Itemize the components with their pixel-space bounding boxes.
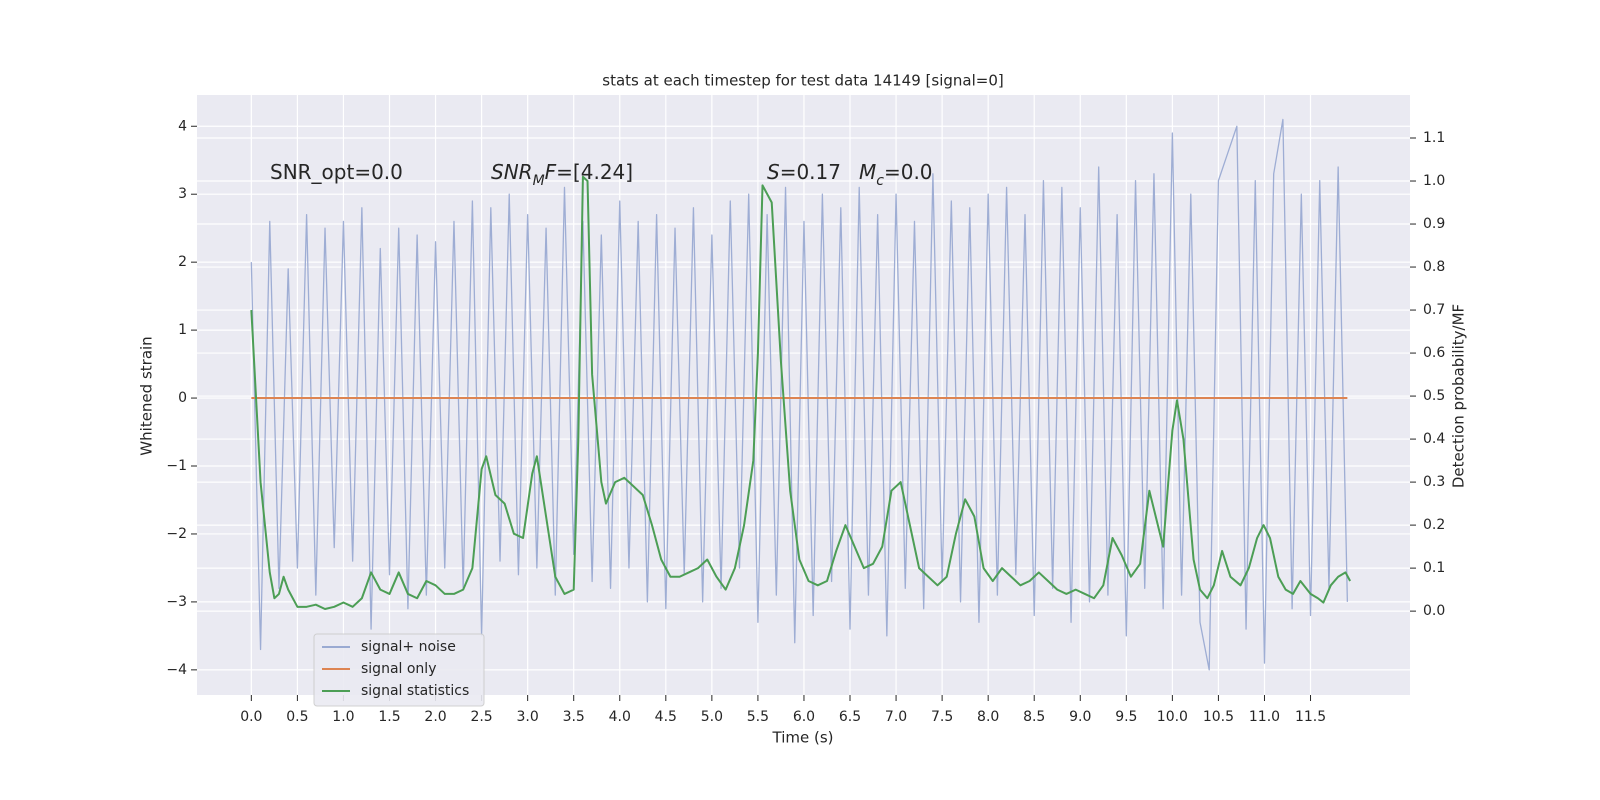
x-tick-label: 8.5: [1023, 709, 1045, 725]
y-tick-label: 1: [178, 322, 187, 338]
x-axis-label: Time (s): [772, 729, 834, 747]
y2-tick-label: 0.8: [1423, 259, 1445, 275]
annotation-part: M: [859, 160, 876, 184]
x-tick-label: 11.0: [1249, 709, 1280, 725]
legend-label: signal statistics: [361, 683, 469, 699]
annotation-part: SNR: [491, 160, 533, 184]
chart-title: stats at each timestep for test data 141…: [602, 72, 1003, 90]
y-tick-label: −3: [166, 594, 187, 610]
x-tick-label: 4.5: [655, 709, 677, 725]
x-tick-label: 3.0: [517, 709, 539, 725]
annotation-part: M: [533, 173, 545, 189]
y2-tick-label: 0.3: [1423, 474, 1445, 490]
annotation-part: =[4.24]: [556, 160, 633, 184]
x-tick-label: 10.0: [1157, 709, 1188, 725]
x-tick-label: 5.5: [747, 709, 769, 725]
annotation-part: SNR_opt=0.0: [270, 160, 403, 184]
annotation-part: =0.17: [780, 160, 841, 184]
x-tick-label: 5.0: [701, 709, 723, 725]
y2-tick-label: 0.1: [1423, 560, 1445, 576]
legend-box: [313, 633, 485, 707]
annotation-part: =0.0: [884, 160, 933, 184]
y-axis-label: Whitened strain: [138, 336, 156, 455]
annotation-part: S: [767, 160, 780, 184]
y2-tick-label: 0.9: [1423, 216, 1445, 232]
y2-tick-label: 0.6: [1423, 345, 1445, 361]
x-tick-label: 2.0: [424, 709, 446, 725]
x-tick-label: 3.5: [563, 709, 585, 725]
x-tick-label: 7.5: [931, 709, 953, 725]
y-tick-label: 4: [178, 118, 187, 134]
annotation: SNRMF=[4.24]: [491, 160, 633, 190]
y-tick-label: −4: [166, 662, 187, 678]
y2-tick-label: 0.4: [1423, 431, 1445, 447]
annotation: Mc=0.0: [859, 160, 933, 190]
x-tick-label: 6.0: [793, 709, 815, 725]
x-tick-label: 7.0: [885, 709, 907, 725]
y2-tick-label: 0.5: [1423, 388, 1445, 404]
x-tick-label: 4.0: [609, 709, 631, 725]
x-tick-label: 0.5: [286, 709, 308, 725]
x-tick-label: 11.5: [1295, 709, 1326, 725]
x-tick-label: 8.0: [977, 709, 999, 725]
x-tick-label: 2.5: [470, 709, 492, 725]
x-tick-label: 1.5: [378, 709, 400, 725]
y2-tick-label: 1.1: [1423, 130, 1445, 146]
x-tick-label: 10.5: [1203, 709, 1234, 725]
y-tick-label: 3: [178, 186, 187, 202]
legend-label: signal+ noise: [361, 639, 456, 655]
legend-label: signal only: [361, 661, 436, 677]
annotation: S=0.17: [767, 160, 841, 184]
annotation-part: F: [545, 160, 557, 184]
x-tick-label: 1.0: [332, 709, 354, 725]
y2-tick-label: 1.0: [1423, 173, 1445, 189]
y2-tick-label: 0.7: [1423, 302, 1445, 318]
annotation-part: c: [876, 173, 884, 189]
y-tick-label: −1: [166, 458, 187, 474]
y2-tick-label: 0.2: [1423, 517, 1445, 533]
x-tick-label: 0.0: [240, 709, 262, 725]
y-tick-label: −2: [166, 526, 187, 542]
x-tick-label: 9.0: [1069, 709, 1091, 725]
annotation: SNR_opt=0.0: [270, 160, 403, 184]
y-tick-label: 2: [178, 254, 187, 270]
x-tick-label: 9.5: [1115, 709, 1137, 725]
series-line: [250, 175, 1352, 610]
y2-tick-label: 0.0: [1423, 603, 1445, 619]
y2-axis-label: Detection probability/MF: [1450, 304, 1468, 488]
y-tick-label: 0: [178, 390, 187, 406]
x-tick-label: 6.5: [839, 709, 861, 725]
